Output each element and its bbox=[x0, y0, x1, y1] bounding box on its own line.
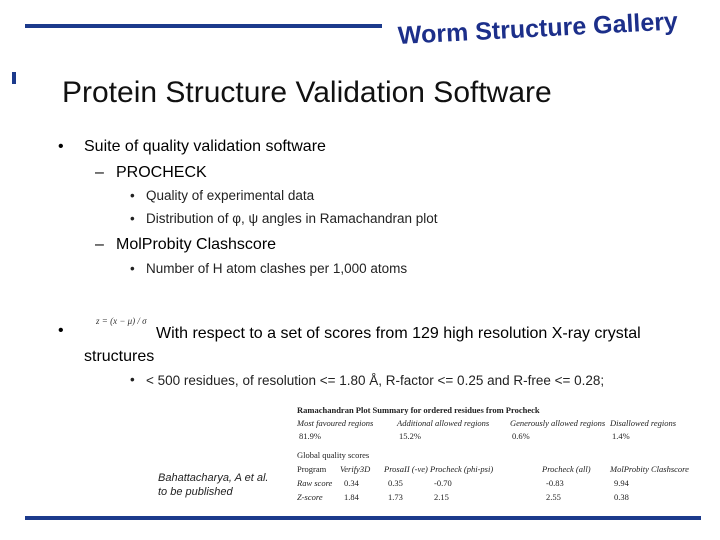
table-cell: -0.70 bbox=[434, 478, 452, 488]
table-cell: Most favoured regions bbox=[297, 418, 374, 428]
sub-sub-bullet: < 500 residues, of resolution <= 1.80 Å,… bbox=[146, 373, 605, 388]
left-bar bbox=[12, 72, 16, 84]
formula: z = (x − μ) / σ bbox=[96, 316, 147, 326]
table-cell: 0.6% bbox=[512, 431, 530, 441]
table-cell: 1.84 bbox=[344, 492, 359, 502]
table-cell: MolProbity Clashscore bbox=[610, 464, 689, 474]
table-cell: 1.4% bbox=[612, 431, 630, 441]
table-title: Ramachandran Plot Summary for ordered re… bbox=[297, 405, 540, 415]
table-cell: 15.2% bbox=[399, 431, 421, 441]
table-cell: Program bbox=[297, 464, 327, 474]
table-cell: Z-score bbox=[297, 492, 323, 502]
table-cell: ProsaII (-ve) bbox=[384, 464, 428, 474]
table-cell: 9.94 bbox=[614, 478, 629, 488]
table-cell: 2.15 bbox=[434, 492, 449, 502]
bullet-mark: • bbox=[58, 138, 64, 155]
dash: – bbox=[95, 236, 104, 253]
bullet: With respect to a set of scores from 129… bbox=[84, 325, 641, 365]
table-cell: 81.9% bbox=[299, 431, 321, 441]
sub-sub-bullet: Number of H atom clashes per 1,000 atoms bbox=[146, 261, 408, 276]
dot: • bbox=[130, 261, 135, 276]
title: Protein Structure Validation Software bbox=[62, 76, 552, 109]
table-cell: 2.55 bbox=[546, 492, 561, 502]
sub-sub-bullet: Quality of experimental data bbox=[146, 188, 315, 203]
citation: Bahattacharya, A et al. bbox=[158, 472, 269, 484]
table-cell: Additional allowed regions bbox=[397, 418, 490, 428]
dot: • bbox=[130, 211, 135, 226]
sub-bullet: MolProbity Clashscore bbox=[116, 236, 277, 253]
bottom-rule bbox=[25, 516, 701, 520]
sub-bullet: PROCHECK bbox=[116, 164, 207, 181]
bullet-mark: • bbox=[58, 322, 64, 339]
table-cell: Generously allowed regions bbox=[510, 418, 606, 428]
table-cell: 1.73 bbox=[388, 492, 403, 502]
table-cell: Verify3D bbox=[340, 464, 371, 474]
dot: • bbox=[130, 372, 135, 387]
table-cell: Procheck (all) bbox=[542, 464, 591, 474]
top-rule bbox=[25, 24, 382, 28]
table-cell: 0.38 bbox=[614, 492, 629, 502]
citation: to be published bbox=[158, 486, 233, 498]
sub-sub-bullet: Distribution of φ, ψ angles in Ramachand… bbox=[146, 211, 438, 226]
table-cell: 0.35 bbox=[388, 478, 403, 488]
table-cell: -0.83 bbox=[546, 478, 564, 488]
table-cell: 0.34 bbox=[344, 478, 359, 488]
dot: • bbox=[130, 188, 135, 203]
table-cell: Raw score bbox=[297, 478, 333, 488]
table-cell: Procheck (phi-psi) bbox=[430, 464, 494, 474]
table-cell: Global quality scores bbox=[297, 450, 370, 460]
table-cell: Disallowed regions bbox=[610, 418, 677, 428]
bullet: Suite of quality validation software bbox=[84, 138, 326, 155]
dash: – bbox=[95, 164, 104, 181]
logo: Worm Structure Gallery bbox=[397, 7, 679, 50]
